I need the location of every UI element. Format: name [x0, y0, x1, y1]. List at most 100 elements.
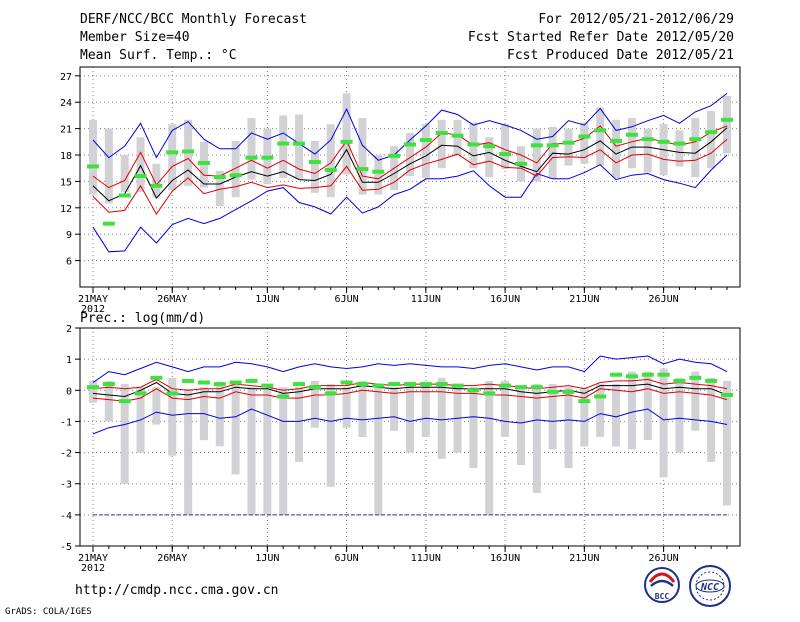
obs-marker: [324, 391, 337, 396]
y-tick-label: 15: [60, 177, 72, 188]
obs-marker: [562, 140, 575, 145]
x-tick-label: 21JUN: [569, 294, 599, 305]
range-bar: [627, 118, 636, 169]
range-bar: [564, 387, 573, 469]
obs-marker: [308, 385, 321, 390]
range-bar: [421, 124, 430, 178]
range-bar: [516, 387, 525, 466]
year-label: 2012: [81, 563, 105, 574]
range-bar: [437, 119, 446, 169]
obs-marker: [340, 380, 353, 385]
obs-marker: [499, 383, 512, 388]
y-tick-label: 1: [66, 355, 72, 366]
member-size-label: Member Size=40: [80, 30, 190, 45]
obs-marker: [356, 167, 369, 172]
obs-marker: [705, 378, 718, 383]
bcc-logo-text: BCC: [655, 592, 670, 601]
obs-marker: [293, 141, 306, 146]
y-tick-label: -2: [60, 449, 72, 460]
range-bar: [152, 387, 161, 425]
x-tick-label: 26JUN: [649, 553, 679, 564]
obs-marker: [102, 382, 115, 387]
range-bar: [326, 384, 335, 487]
obs-marker: [372, 169, 385, 174]
range-bar: [532, 128, 541, 182]
y-tick-label: 12: [60, 204, 72, 215]
x-tick-label: 21MAY: [78, 553, 108, 564]
y-tick-label: -3: [60, 480, 72, 491]
obs-marker: [197, 160, 210, 165]
range-bar: [279, 115, 288, 178]
obs-marker: [419, 138, 432, 143]
y-tick-label: -5: [60, 542, 72, 553]
obs-marker: [118, 193, 131, 198]
series-line-min: [92, 408, 728, 435]
obs-marker: [689, 375, 702, 380]
range-bar: [231, 140, 240, 198]
range-bar: [643, 371, 652, 441]
range-bar: [659, 368, 668, 478]
range-bar: [310, 140, 319, 193]
obs-marker: [87, 385, 99, 390]
x-tick-label: 6JUN: [335, 294, 359, 305]
obs-marker: [546, 143, 559, 148]
obs-marker: [594, 394, 607, 399]
range-bar: [485, 137, 494, 177]
obs-marker: [705, 130, 718, 135]
y-tick-label: 24: [60, 98, 72, 109]
obs-marker: [166, 391, 179, 396]
plot-frame: [79, 66, 741, 288]
x-tick-label: 11JUN: [411, 553, 441, 564]
range-bar: [374, 155, 383, 195]
obs-marker: [261, 155, 274, 160]
obs-marker: [229, 380, 242, 385]
series-line-upper: [92, 125, 728, 189]
range-bar: [612, 384, 621, 447]
range-bar: [596, 107, 605, 166]
year-label: 2012: [81, 304, 105, 315]
obs-marker: [277, 141, 290, 146]
range-bar: [564, 128, 573, 166]
range-bar: [485, 380, 494, 515]
range-bar: [231, 380, 240, 475]
series-line-min: [92, 93, 728, 161]
range-bar: [723, 96, 731, 154]
obs-marker: [625, 374, 638, 379]
obs-marker: [419, 382, 432, 387]
y-tick-label: 9: [66, 230, 72, 241]
range-bar: [342, 387, 351, 428]
y-tick-label: 18: [60, 151, 72, 162]
obs-marker: [404, 382, 416, 387]
range-bar: [406, 384, 414, 453]
obs-marker: [229, 173, 242, 178]
obs-marker: [293, 382, 306, 387]
range-bar: [627, 371, 636, 450]
range-bar: [168, 377, 177, 456]
x-tick-label: 1JUN: [255, 294, 279, 305]
obs-marker: [451, 383, 464, 388]
obs-marker: [356, 382, 369, 387]
x-tick-label: 26MAY: [157, 553, 187, 564]
range-bar: [643, 128, 652, 173]
obs-marker: [118, 399, 131, 404]
obs-marker: [308, 160, 321, 165]
y-tick-label: 2: [66, 324, 72, 335]
obs-marker: [530, 143, 543, 148]
obs-marker: [641, 372, 654, 377]
range-bar: [675, 130, 684, 167]
obs-marker: [150, 183, 163, 188]
obs-marker: [372, 383, 385, 388]
obs-marker: [578, 399, 591, 404]
obs-marker: [150, 375, 163, 380]
y-tick-label: -4: [60, 511, 72, 522]
range-bar: [310, 380, 319, 428]
obs-marker: [610, 372, 623, 377]
range-bar: [501, 380, 510, 437]
x-tick-label: 6JUN: [335, 553, 359, 564]
obs-marker: [689, 137, 702, 142]
period-label: For 2012/05/21-2012/06/29: [538, 12, 734, 27]
obs-marker: [657, 372, 670, 377]
range-bar: [374, 384, 383, 515]
obs-marker: [340, 139, 353, 144]
